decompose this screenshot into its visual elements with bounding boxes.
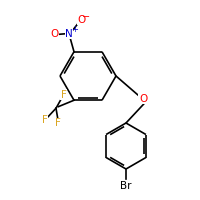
Text: O: O xyxy=(139,94,147,104)
Text: F: F xyxy=(55,118,61,128)
Text: O: O xyxy=(77,15,86,25)
Text: −: − xyxy=(82,12,90,22)
Text: F: F xyxy=(61,90,67,100)
Text: N: N xyxy=(65,29,73,39)
Text: +: + xyxy=(71,25,78,34)
Text: Br: Br xyxy=(120,181,132,191)
Text: O: O xyxy=(50,29,59,39)
Text: F: F xyxy=(42,115,48,125)
